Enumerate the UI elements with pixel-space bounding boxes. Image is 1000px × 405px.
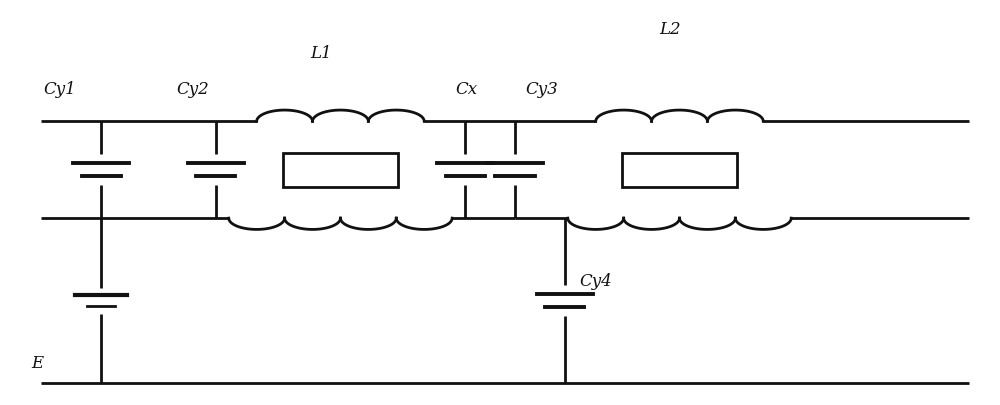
Text: Cy3: Cy3: [525, 81, 558, 98]
Text: L1: L1: [311, 45, 332, 62]
Text: E: E: [31, 354, 43, 371]
Text: L2: L2: [660, 21, 681, 38]
Bar: [622, 153, 737, 188]
Text: Cy4: Cy4: [580, 272, 613, 289]
Text: Cy1: Cy1: [43, 81, 76, 98]
Text: Cy2: Cy2: [176, 81, 209, 98]
Bar: [283, 153, 398, 188]
Text: Cx: Cx: [455, 81, 477, 98]
